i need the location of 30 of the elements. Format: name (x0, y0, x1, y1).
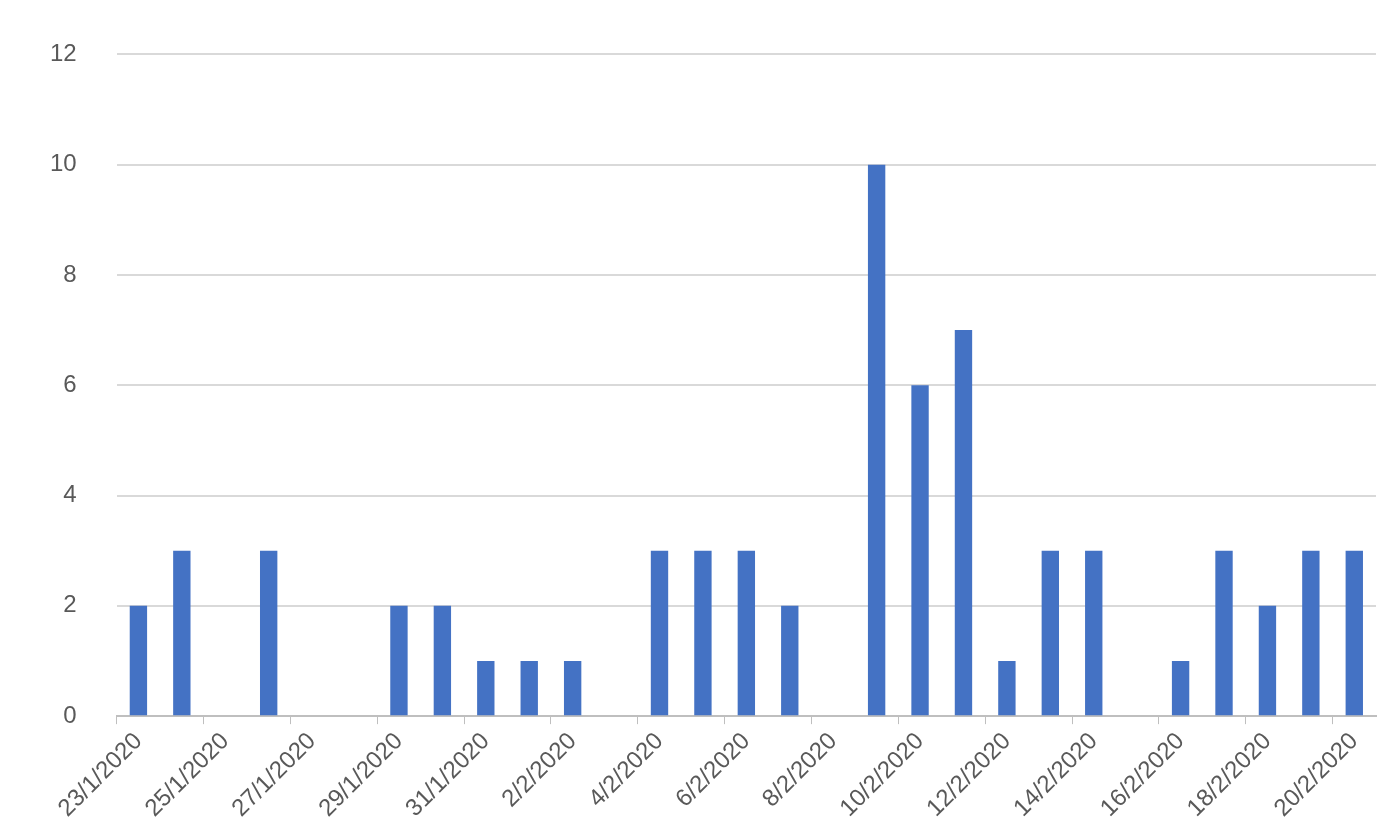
bar (867, 164, 886, 716)
bar (1345, 550, 1363, 716)
y-tick-label: 4 (63, 480, 77, 508)
y-tick-label: 10 (49, 149, 77, 177)
bar (694, 550, 712, 716)
y-tick-label: 2 (63, 590, 77, 618)
bar (129, 605, 148, 716)
bar (173, 550, 191, 716)
bar (563, 660, 582, 716)
bar (390, 605, 408, 716)
bar (781, 605, 799, 716)
y-tick-label: 8 (63, 259, 77, 287)
bar (1085, 550, 1103, 716)
bar (737, 550, 756, 716)
bar (433, 605, 452, 716)
bar (998, 660, 1016, 716)
bar (1171, 660, 1190, 716)
bar (477, 660, 495, 716)
bar (1215, 550, 1233, 716)
bar (1041, 550, 1059, 716)
y-tick-label: 6 (63, 369, 77, 397)
bar (260, 550, 278, 716)
bar (1258, 605, 1277, 716)
bar (911, 385, 929, 716)
bar (650, 550, 669, 716)
bar (1302, 550, 1320, 716)
bar (954, 330, 973, 716)
y-tick-label: 0 (63, 700, 77, 728)
bar (520, 660, 538, 716)
y-tick-label: 12 (49, 39, 77, 67)
